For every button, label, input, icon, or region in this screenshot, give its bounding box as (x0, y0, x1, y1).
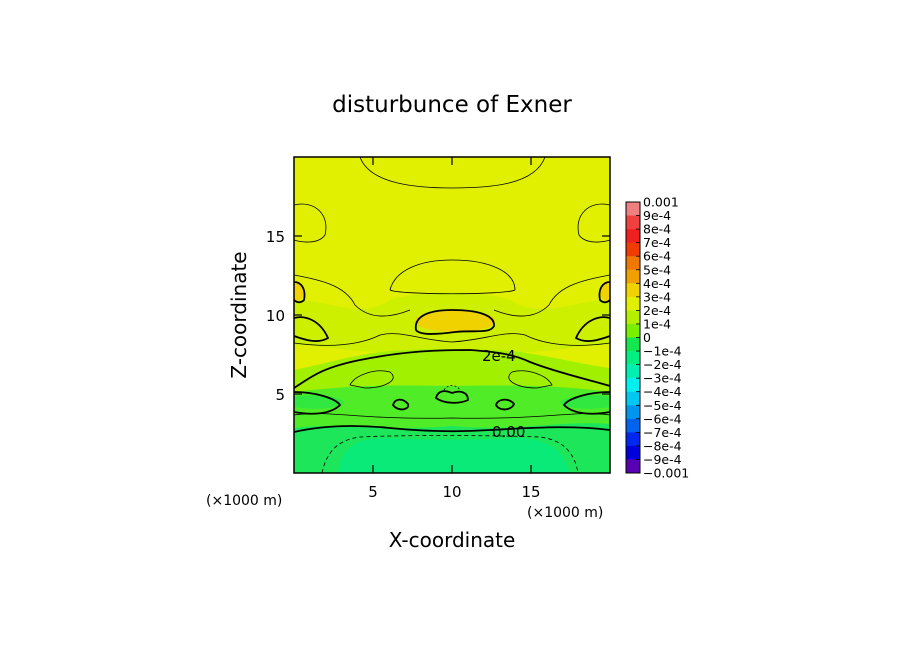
colorbar-swatch (626, 432, 640, 447)
contour-field (294, 157, 610, 473)
colorbar-label: −3e-4 (643, 371, 682, 386)
colorbar-label: 4e-4 (643, 276, 671, 291)
colorbar-swatch (626, 256, 640, 271)
colorbar-swatch (626, 378, 640, 392)
colorbar-label: 1e-4 (643, 316, 671, 331)
colorbar-swatch (626, 215, 640, 230)
colorbar-swatch (626, 405, 640, 420)
band-negative (338, 438, 570, 473)
colorbar-label: −7e-4 (643, 425, 682, 440)
contour-label-0: 0.00 (492, 423, 525, 441)
x-tick-label: 15 (521, 483, 540, 501)
colorbar-label: −9e-4 (643, 452, 682, 467)
colorbar-label: −8e-4 (643, 438, 682, 453)
colorbar-swatch (626, 242, 640, 257)
y-tick-label: 10 (266, 307, 285, 325)
y-unit-label: (×1000 m) (206, 493, 282, 509)
colorbar-label: −4e-4 (643, 384, 682, 399)
band-1e-4 (294, 349, 610, 395)
colorbar: 0.0019e-48e-47e-46e-45e-44e-43e-42e-41e-… (625, 195, 689, 481)
colorbar-label: −0.001 (643, 466, 689, 481)
colorbar-label: 3e-4 (643, 289, 671, 304)
colorbar-swatch (626, 445, 640, 460)
colorbar-label: 0.001 (643, 195, 679, 210)
x-axis-label: X-coordinate (389, 528, 516, 552)
x-tick-label: 10 (442, 483, 461, 501)
contour-2e-4 (294, 349, 610, 389)
colorbar-swatch (626, 229, 640, 243)
left-max (294, 281, 304, 301)
dashed-contour (321, 435, 579, 473)
chart-title: disturbunce of Exner (332, 92, 572, 118)
x-unit-label: (×1000 m) (527, 505, 603, 521)
colorbar-swatch (626, 364, 640, 379)
colorbar-label: 6e-4 (643, 249, 671, 264)
contour-0.00 (294, 425, 610, 433)
y-tick-label: 5 (275, 386, 285, 404)
y-axis-label: Z-coordinate (227, 251, 251, 378)
colorbar-label: −6e-4 (643, 411, 682, 426)
y-tick-label: 15 (266, 228, 285, 246)
colorbar-swatch (626, 269, 640, 284)
colorbar-swatch (626, 296, 640, 311)
colorbar-label: 8e-4 (643, 222, 671, 237)
colorbar-label: 0 (643, 330, 651, 345)
right-max (600, 281, 610, 301)
axis-ticks (294, 157, 610, 473)
colorbar-swatch (626, 418, 640, 433)
colorbar-swatch (626, 391, 640, 406)
colorbar-label: −5e-4 (643, 398, 682, 413)
colorbar-label: 2e-4 (643, 303, 671, 318)
colorbar-label: 7e-4 (643, 235, 671, 250)
center-max (415, 310, 495, 332)
colorbar-label: 5e-4 (643, 262, 671, 277)
contour-center-max (414, 309, 495, 335)
colorbar-swatch (626, 351, 640, 365)
colorbar-swatch (626, 459, 640, 474)
colorbar-swatch (626, 337, 640, 352)
colorbar-label: −1e-4 (643, 344, 682, 359)
contour-label-2e-4: 2e-4 (482, 347, 516, 365)
colorbar-label: −2e-4 (643, 357, 682, 372)
colorbar-swatch (626, 202, 640, 216)
x-tick-label: 5 (368, 483, 378, 501)
colorbar-swatch (626, 283, 640, 298)
colorbar-swatch (626, 323, 640, 338)
colorbar-label: 9e-4 (643, 208, 671, 223)
colorbar-swatch (626, 310, 640, 325)
